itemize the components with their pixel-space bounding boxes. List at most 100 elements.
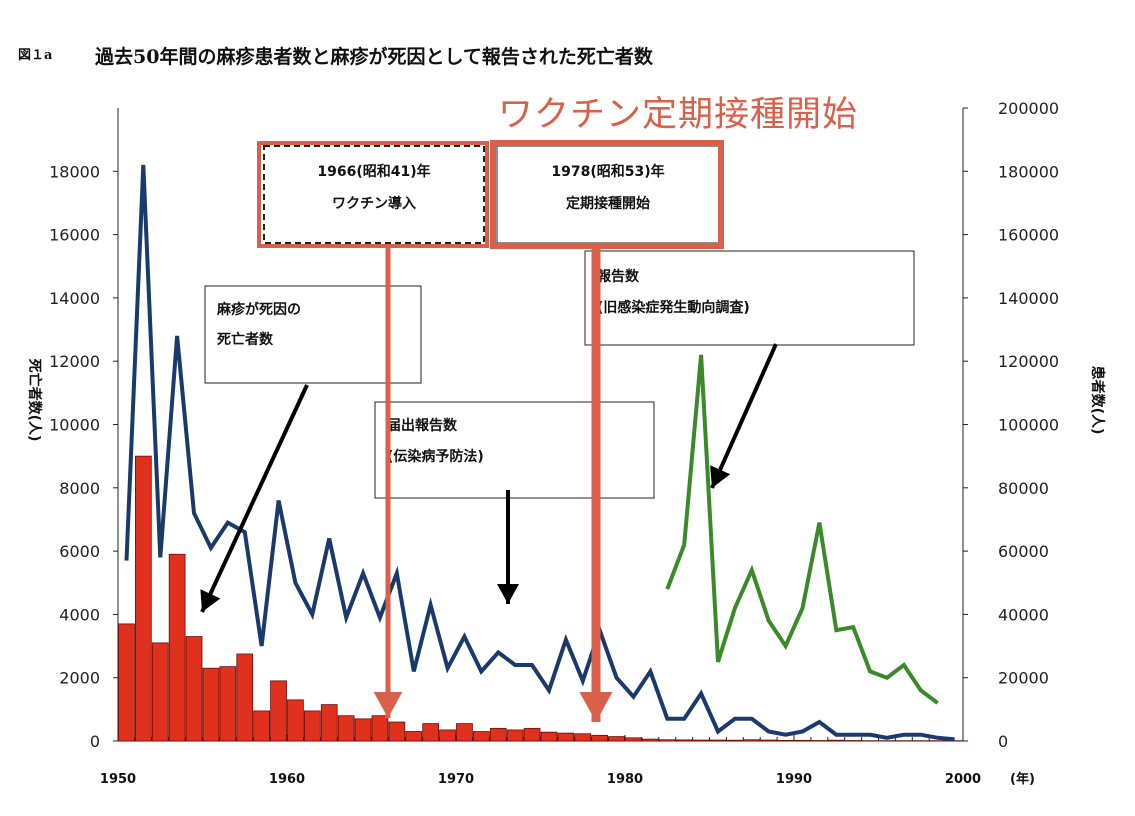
death-bar: [709, 739, 727, 742]
y-tick-label-right: 60000: [998, 542, 1049, 561]
death-bar: [320, 704, 338, 742]
death-bar: [202, 667, 220, 742]
deaths-annotation-box: [204, 285, 422, 384]
y-tick-label-left: 8000: [59, 479, 100, 498]
x-tick-label: 1990: [776, 772, 812, 787]
death-bar: [253, 710, 270, 742]
death-bar: [439, 729, 456, 742]
vaccine-intro-annotation-text-1: 1966(昭和41)年: [317, 163, 430, 180]
death-bar: [692, 739, 710, 742]
death-bar: [743, 739, 761, 742]
death-bar: [827, 739, 845, 742]
death-bar: [489, 727, 507, 742]
surveillance-reports-line: [665, 354, 939, 705]
death-bar: [540, 731, 558, 742]
notified-arrow-head: [497, 584, 519, 604]
x-tick-label: 1980: [607, 772, 643, 787]
surveillance-arrow-head: [710, 465, 731, 488]
y-tick-label-left: 18000: [49, 162, 100, 181]
y-tick-label-left: 4000: [59, 605, 100, 624]
death-bar: [675, 739, 693, 742]
surveillance-annotation-text-2: (旧感染症発生動向調査): [597, 299, 750, 316]
death-bar: [219, 666, 237, 742]
y-tick-label-right: 200000: [998, 99, 1059, 118]
y-tick-label-right: 100000: [998, 416, 1059, 435]
death-bar: [472, 731, 490, 742]
y-tick-label-right: 160000: [998, 226, 1059, 245]
death-bar: [456, 723, 473, 742]
y-tick-label-right: 80000: [998, 479, 1049, 498]
y-tick-label-right: 140000: [998, 289, 1059, 308]
death-bar: [151, 642, 169, 742]
vaccine-intro-annotation-text-2: ワクチン導入: [332, 195, 416, 212]
death-bar: [777, 739, 794, 742]
death-bar: [287, 699, 304, 742]
y-tick-label-left: 10000: [49, 416, 100, 435]
death-bar: [118, 623, 135, 742]
vaccine-intro-arrow-head: [373, 692, 403, 718]
x-tick-label: 1960: [269, 772, 305, 787]
routine-vaccination-annotation-text-1: 1978(昭和53)年: [551, 163, 664, 180]
vaccine-intro-annotation-box: [263, 145, 485, 244]
deaths-arrow-shaft: [200, 384, 309, 613]
death-bar: [760, 739, 778, 742]
x-tick-label: 1970: [438, 772, 474, 787]
death-bar: [168, 553, 186, 742]
death-bar: [405, 731, 423, 742]
y-tick-label-left: 0: [90, 732, 100, 751]
death-bar: [506, 729, 524, 742]
death-bar: [608, 736, 625, 742]
y-tick-label-left: 12000: [49, 352, 100, 371]
y-tick-label-left: 6000: [59, 542, 100, 561]
surveillance-annotation-box: [584, 250, 915, 346]
death-bar: [794, 739, 811, 742]
death-bar: [591, 734, 609, 742]
y-tick-label-left: 2000: [59, 669, 100, 688]
y-tick-label-right: 0: [998, 732, 1008, 751]
death-bar: [337, 715, 355, 742]
notified-annotation-text-1: 届出報告数: [387, 417, 458, 434]
death-bar: [371, 715, 389, 742]
x-tick-label: 1950: [100, 772, 136, 787]
y-tick-label-right: 20000: [998, 669, 1049, 688]
death-bar: [303, 710, 321, 742]
overlay-title: ワクチン定期接種開始: [498, 95, 859, 135]
y-axis-label-left: 死亡者数(人): [26, 358, 43, 442]
death-bar: [422, 723, 440, 742]
routine-vaccination-annotation-text-2: 定期接種開始: [566, 195, 650, 212]
deaths-annotation-text-2: 死亡者数: [216, 331, 274, 348]
y-tick-label-left: 16000: [49, 226, 100, 245]
death-bar: [574, 733, 592, 742]
x-axis-label: (年): [1010, 771, 1035, 787]
routine-vaccination-arrow-head: [579, 692, 613, 722]
notified-annotation-text-2: (伝染病予防法): [387, 448, 484, 465]
death-bar: [134, 455, 152, 742]
surveillance-arrow-shaft: [710, 343, 778, 489]
death-bar: [557, 732, 575, 742]
deaths-annotation-text-1: 麻疹が死因の: [216, 301, 301, 318]
y-tick-label-right: 40000: [998, 605, 1049, 624]
death-bar: [658, 739, 676, 742]
routine-vaccination-highlight: [490, 140, 724, 249]
notified-reports-line: [124, 164, 955, 742]
y-tick-label-right: 120000: [998, 352, 1059, 371]
y-axis-label-right: 患者数(人): [1089, 366, 1106, 435]
surveillance-annotation-text-1: 報告数: [597, 268, 640, 285]
y-tick-label-left: 14000: [49, 289, 100, 308]
death-bar: [642, 738, 659, 742]
vaccine-intro-highlight: [257, 141, 489, 248]
chart-title: 過去50年間の麻疹患者数と麻疹が死因として報告された死亡者数: [95, 46, 653, 68]
x-tick-label: 2000: [945, 772, 981, 787]
death-bar: [388, 721, 406, 742]
deaths-arrow-head: [200, 589, 221, 612]
death-bar: [726, 739, 744, 742]
death-bar: [236, 653, 254, 742]
death-bar: [185, 636, 203, 742]
y-tick-label-right: 180000: [998, 162, 1059, 181]
notified-annotation-box: [374, 401, 655, 499]
death-bar: [523, 727, 541, 742]
figure-label: 図１a: [18, 48, 53, 63]
death-bar: [625, 737, 642, 742]
